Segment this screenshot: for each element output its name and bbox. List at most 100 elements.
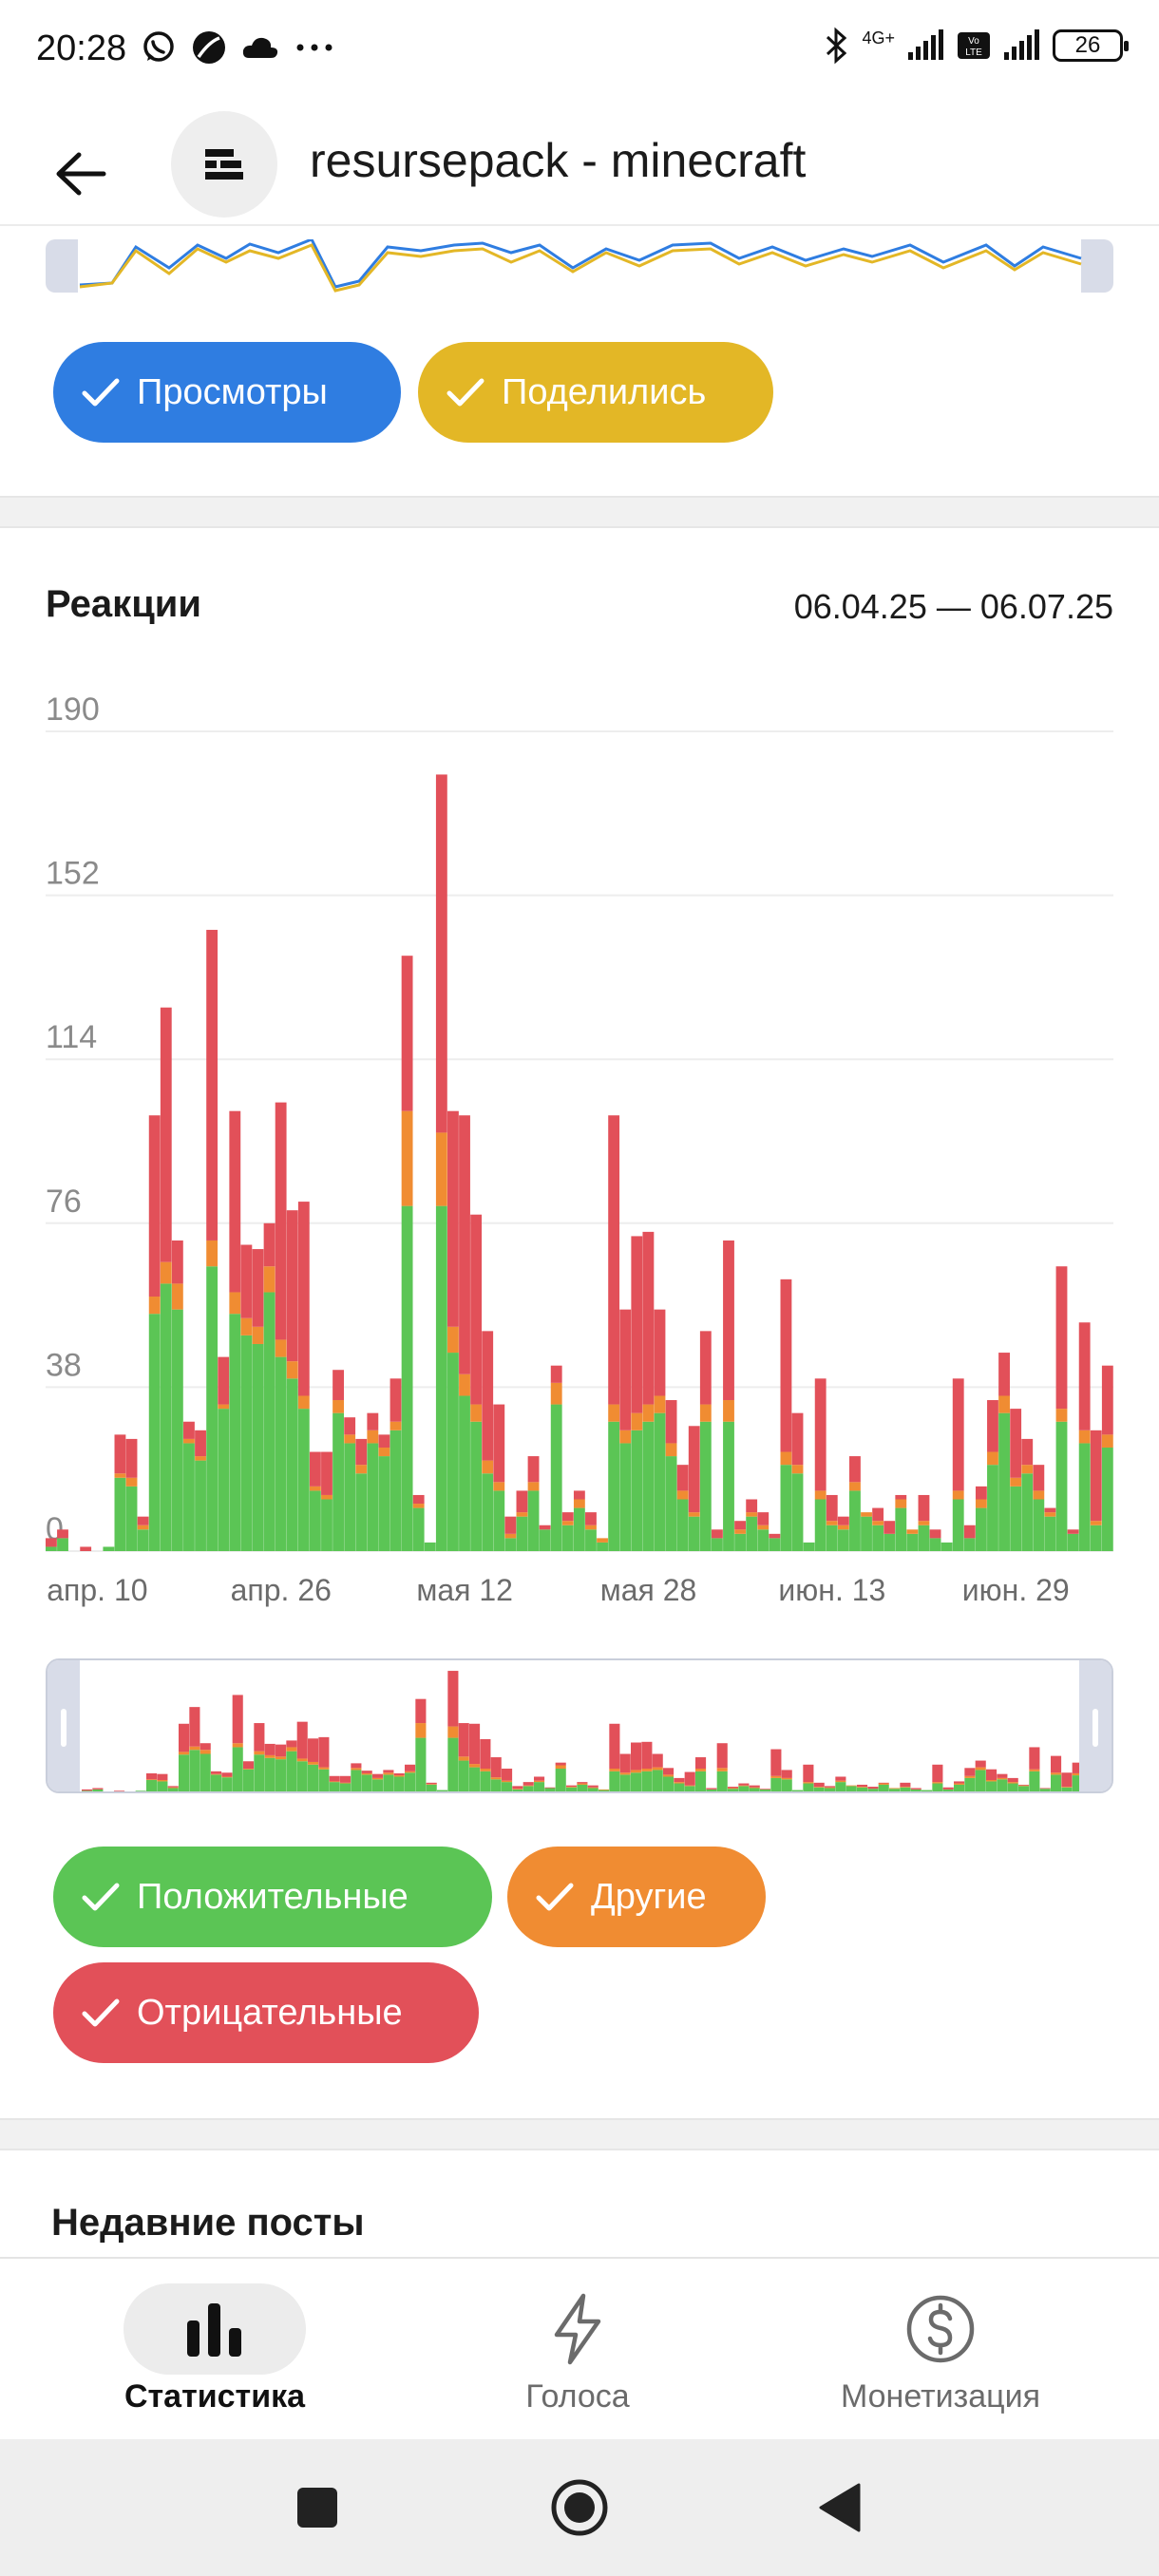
nav-bar-positive xyxy=(825,1788,836,1791)
nav-bar-positive xyxy=(910,1789,922,1791)
bar-negative xyxy=(814,1378,826,1491)
nav-bar-negative xyxy=(254,1723,265,1752)
nav-bar-other xyxy=(167,1787,179,1789)
bar-negative xyxy=(1055,1266,1068,1410)
nav-bar-negative xyxy=(405,1764,416,1771)
nav-bar-positive xyxy=(942,1789,954,1791)
nav-bar-negative xyxy=(954,1781,965,1784)
nav-bar-other xyxy=(340,1782,352,1784)
back-button[interactable] xyxy=(48,141,114,207)
nav-bar-negative xyxy=(609,1723,620,1770)
nav-bar-negative xyxy=(469,1723,481,1765)
bar-other xyxy=(114,1473,126,1478)
bar-positive xyxy=(791,1473,804,1551)
bar-positive xyxy=(1090,1525,1102,1551)
bar-other xyxy=(987,1451,998,1466)
bar-other xyxy=(1033,1490,1045,1500)
nav-bar-other xyxy=(716,1768,728,1771)
bar-negative xyxy=(1033,1465,1045,1491)
bar-other xyxy=(918,1521,930,1525)
chip-shared[interactable]: Поделились xyxy=(418,342,773,443)
bar-negative xyxy=(573,1490,585,1500)
bar-positive xyxy=(148,1314,161,1551)
chip-other[interactable]: Другие xyxy=(507,1847,766,1947)
back-triangle-icon xyxy=(819,2483,861,2532)
status-icons-left xyxy=(141,28,336,66)
status-icons-right: 4G+ Vo LTE 26 xyxy=(824,27,1129,65)
navigator-right-handle[interactable] xyxy=(1081,239,1113,293)
views-navigator[interactable] xyxy=(46,239,1113,293)
vpn-icon xyxy=(193,31,225,64)
avatar[interactable] xyxy=(171,111,277,218)
chip-views[interactable]: Просмотры xyxy=(53,342,401,443)
nav-bar-other xyxy=(189,1746,200,1751)
nav-bar-other xyxy=(469,1764,481,1768)
bar-positive xyxy=(699,1421,712,1551)
nav-bar-other xyxy=(997,1777,1008,1780)
bar-negative xyxy=(516,1490,528,1513)
bar-other xyxy=(872,1521,884,1525)
date-range[interactable]: 06.04.25 — 06.07.25 xyxy=(793,587,1113,626)
nav-bar-negative xyxy=(964,1768,976,1776)
nav-bar-positive xyxy=(318,1769,330,1791)
navigator-right-handle[interactable] xyxy=(1079,1660,1112,1791)
recents-button[interactable] xyxy=(287,2477,348,2538)
bar-negative xyxy=(676,1465,689,1491)
nav-bar-other xyxy=(738,1785,750,1787)
nav-bar-positive xyxy=(889,1789,901,1791)
bar-negative xyxy=(561,1512,574,1522)
chip-negative[interactable]: Отрицательные xyxy=(53,1962,479,2063)
navigator-left-handle[interactable] xyxy=(46,239,78,293)
check-icon xyxy=(82,373,120,411)
bar-positive xyxy=(1044,1516,1056,1551)
bar-positive xyxy=(895,1507,907,1551)
nav-bar-other xyxy=(964,1775,976,1778)
nav-bar-positive xyxy=(900,1787,911,1791)
nav-bar-negative xyxy=(1072,1762,1083,1773)
nav-votes[interactable]: Голоса xyxy=(416,2259,739,2441)
nav-bar-other xyxy=(803,1782,814,1784)
nav-monetization[interactable]: Монетизация xyxy=(779,2259,1102,2441)
nav-bar-negative xyxy=(372,1773,384,1778)
nav-bar-negative xyxy=(480,1738,491,1770)
navigator-left-handle[interactable] xyxy=(48,1660,80,1791)
cloud-icon xyxy=(242,37,278,58)
lightning-icon xyxy=(554,2293,601,2365)
nav-bar-positive xyxy=(857,1787,868,1791)
nav-bar-positive xyxy=(835,1782,846,1791)
bar-other xyxy=(240,1317,253,1335)
bar-positive xyxy=(573,1507,585,1551)
nav-bar-negative xyxy=(114,1790,125,1791)
bar-positive xyxy=(195,1460,206,1551)
bar-negative xyxy=(412,1494,425,1505)
reactions-title: Реакции xyxy=(46,583,201,625)
nav-bar-positive xyxy=(415,1737,427,1791)
x-tick-label: мая 12 xyxy=(416,1573,513,1607)
bar-positive xyxy=(619,1443,632,1551)
nav-bar-positive xyxy=(975,1770,986,1791)
bar-other xyxy=(665,1443,677,1457)
bar-positive xyxy=(218,1409,230,1551)
nav-bar-positive xyxy=(221,1777,233,1791)
nav-bar-negative xyxy=(146,1772,158,1780)
nav-bar-positive xyxy=(405,1772,416,1791)
reactions-navigator[interactable] xyxy=(46,1658,1113,1793)
nav-bar-negative xyxy=(522,1782,534,1786)
nav-statistics[interactable]: Статистика xyxy=(53,2259,376,2441)
bar-positive xyxy=(676,1499,689,1551)
bar-negative xyxy=(195,1430,206,1457)
home-button[interactable] xyxy=(549,2477,610,2538)
nav-bar-positive xyxy=(469,1767,481,1791)
bar-negative xyxy=(665,1400,677,1444)
app-bar: resursepack - minecraft xyxy=(0,104,1159,228)
nav-bar-negative xyxy=(619,1753,631,1773)
back-nav-button[interactable] xyxy=(809,2477,870,2538)
nav-bar-positive xyxy=(619,1774,631,1791)
bar-other xyxy=(608,1404,620,1422)
bar-other xyxy=(952,1490,964,1500)
nav-bar-positive xyxy=(555,1769,566,1791)
bar-negative xyxy=(275,1102,287,1340)
chip-positive[interactable]: Положительные xyxy=(53,1847,492,1947)
nav-bar-positive xyxy=(674,1783,685,1791)
nav-bar-other xyxy=(393,1775,405,1777)
